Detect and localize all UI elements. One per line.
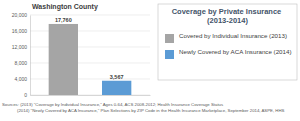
tick-label: 12,000 [12, 44, 28, 50]
tick-label: 20,000 [12, 12, 28, 18]
bar [102, 81, 131, 95]
tick: 4,000 [14, 76, 30, 82]
legend-title: Coverage by Private Insurance (2013-2014… [172, 7, 284, 25]
bar [49, 24, 78, 95]
axis-line [30, 16, 31, 96]
tick-label: 16,000 [12, 28, 28, 34]
legend-swatch [165, 34, 174, 43]
data-label: 3,567 [110, 74, 124, 80]
x-axis [31, 95, 151, 97]
grid-line [30, 47, 150, 48]
axis-line [31, 95, 151, 96]
grid-line [30, 63, 150, 64]
tick-label: 4,000 [14, 76, 27, 82]
title: Washington County [32, 3, 98, 11]
legend-swatch [165, 50, 174, 59]
tick: 8,000 [14, 60, 30, 66]
legend-label: Covered by Individual Insurance (2013) [179, 32, 287, 39]
source-note: (2014) "Newly Covered by ACA Insurance,"… [17, 108, 285, 113]
bars [49, 24, 132, 95]
data-labels: 17,760 3,567 [55, 17, 124, 80]
grid-line [30, 15, 150, 16]
tick: 20,000 [12, 12, 30, 18]
tick: 16,000 [12, 28, 30, 34]
y-axis: 0 4,000 8,000 12,000 16,000 20,000 [12, 12, 31, 98]
legend: Coverage by Private Insurance (2013-2014… [158, 4, 297, 80]
legend-label: Newly Covered by ACA Insurance (2014) [179, 48, 291, 55]
legend-box [158, 4, 297, 80]
tick: 12,000 [12, 44, 30, 50]
grid-line [30, 79, 150, 80]
grid-line [30, 95, 150, 96]
grid-line [30, 31, 150, 32]
tick: 0 [24, 92, 30, 98]
grid [30, 15, 150, 95]
tick-label: 0 [24, 92, 27, 98]
source-note: Sources: (2013) "Coverage by Individual … [2, 102, 223, 107]
tick-label: 8,000 [14, 60, 27, 66]
chart: Washington County 0 4,000 8,000 12,000 16,000… [0, 0, 300, 121]
data-label: 17,760 [55, 17, 72, 23]
